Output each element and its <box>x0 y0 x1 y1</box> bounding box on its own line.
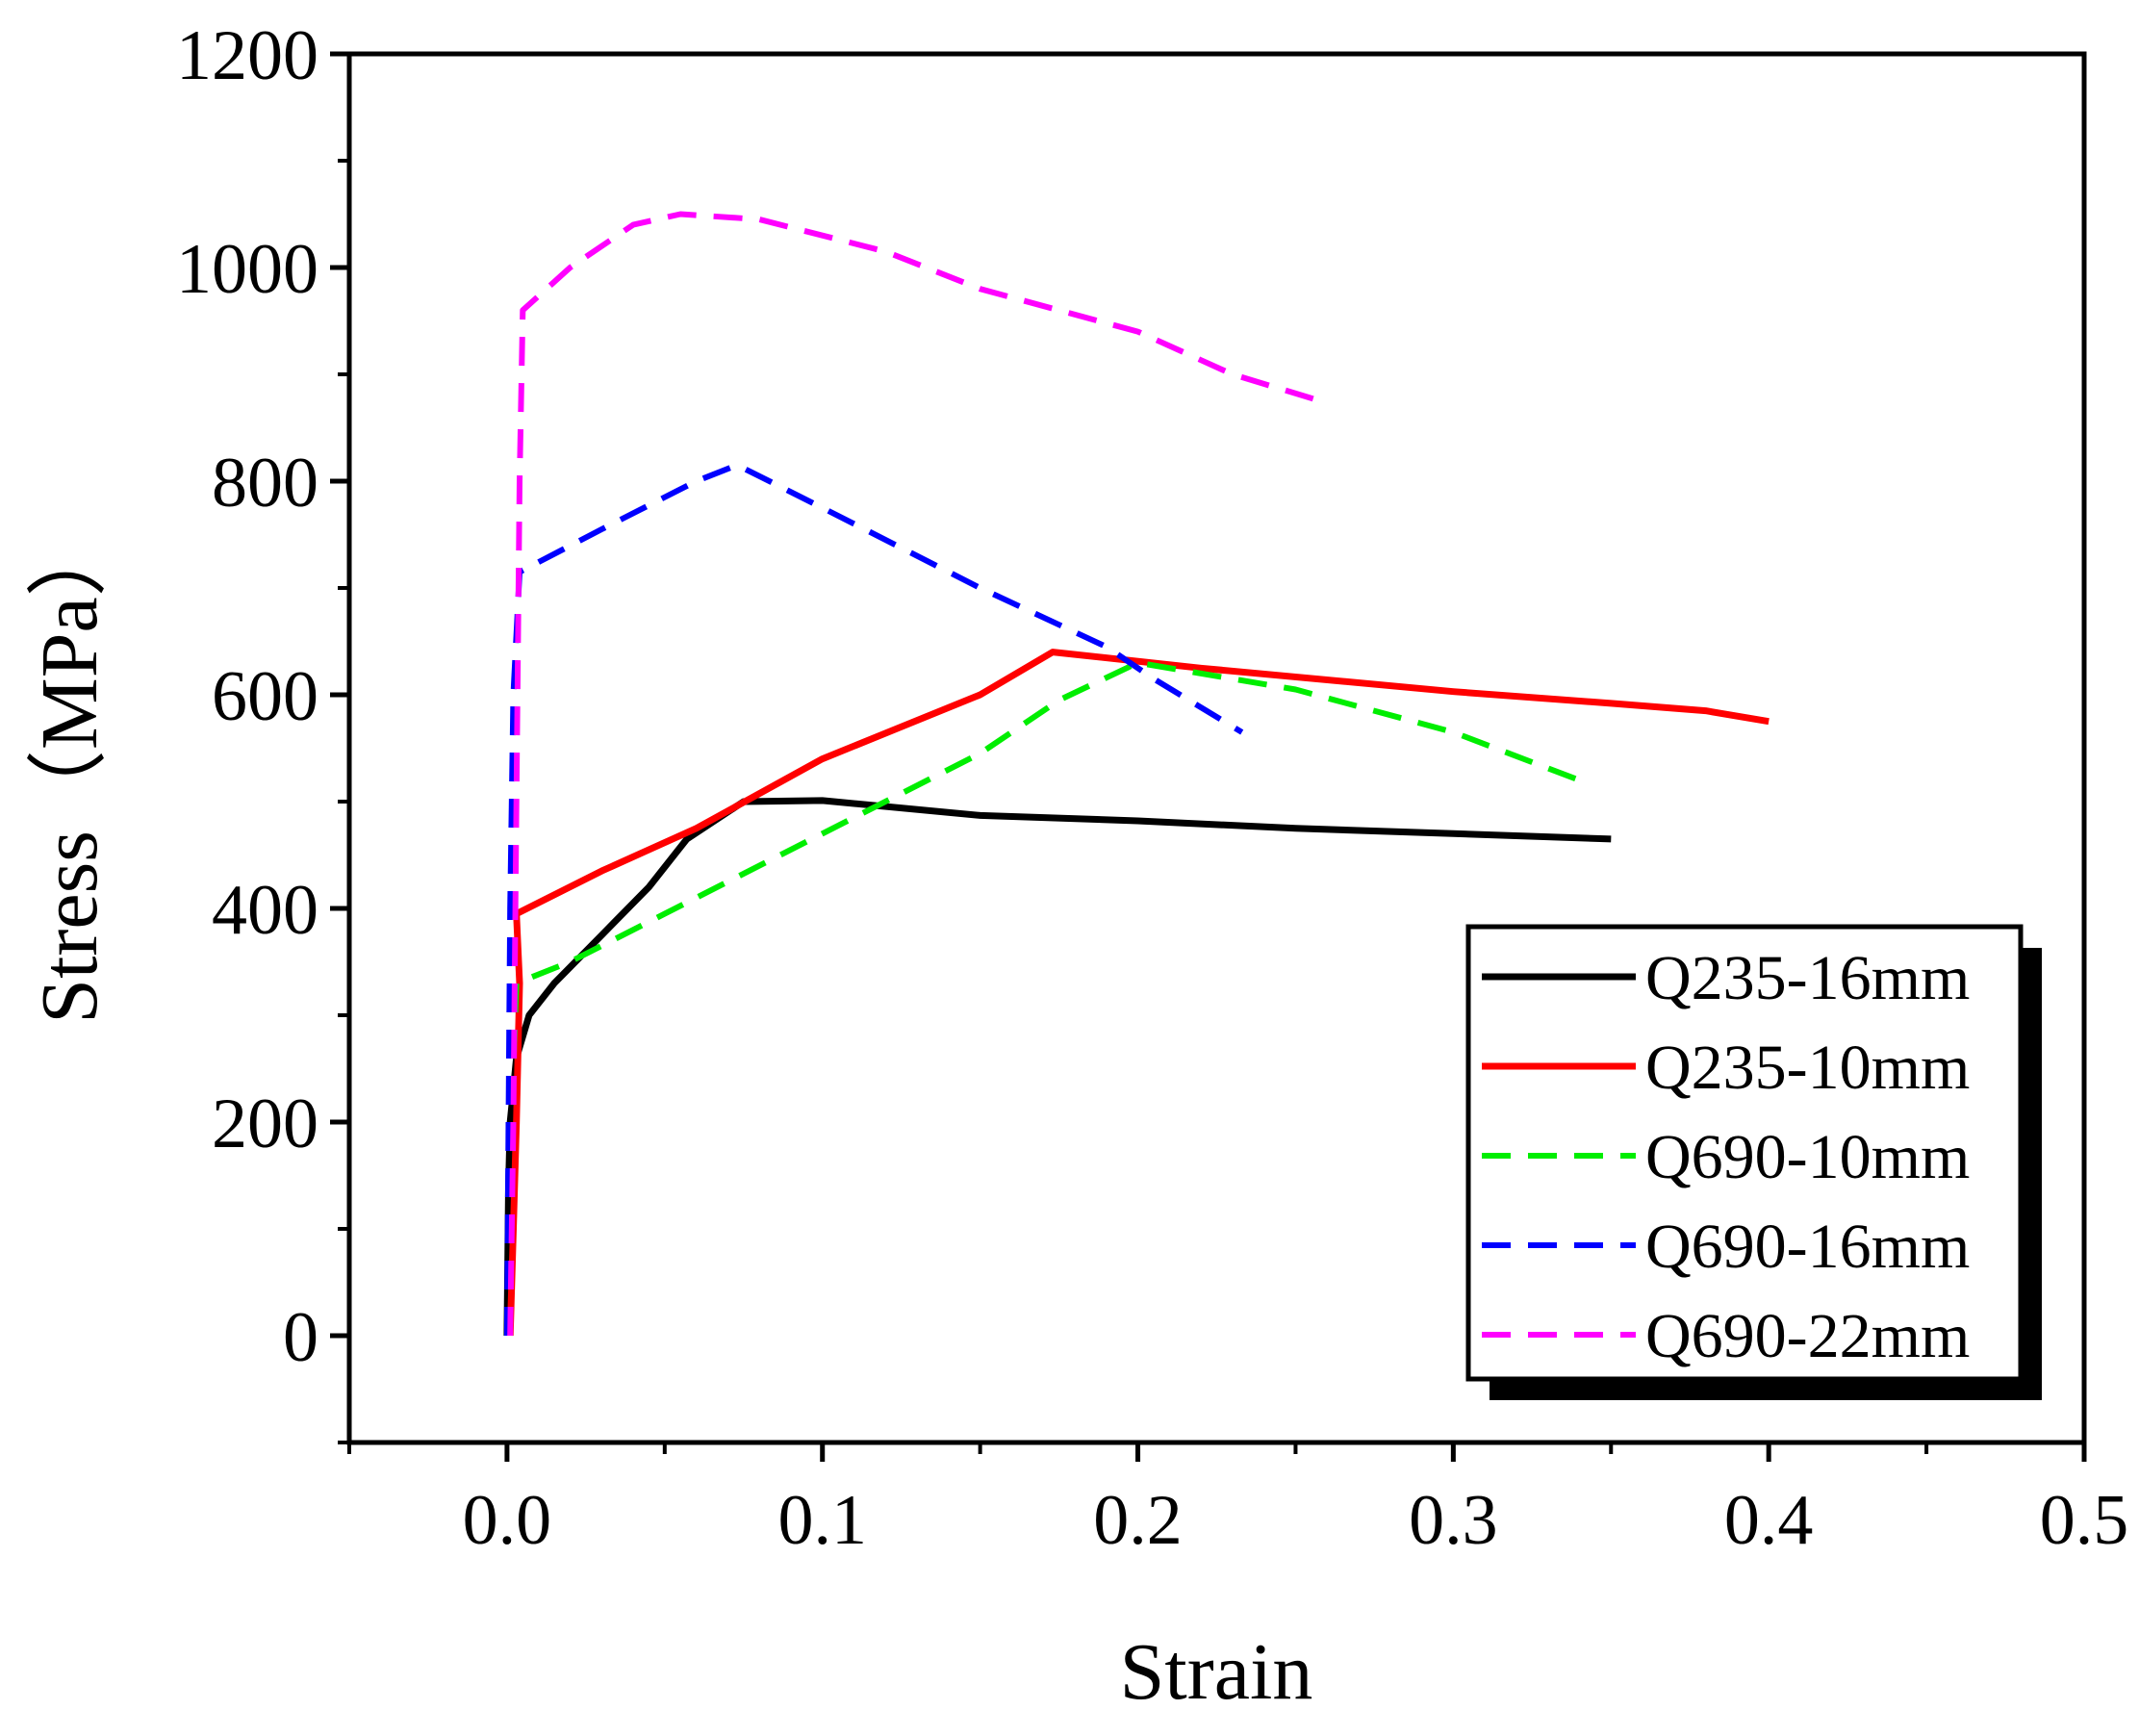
legend: Q235-16mm Q235-10mm Q690-10mm Q690-16mm Q690… <box>1465 924 2042 1400</box>
y-tick-label: 1000 <box>176 230 318 309</box>
y-tick-label: 0 <box>283 1298 318 1377</box>
y-axis-title: Stress（MPa） <box>25 516 115 1023</box>
legend-label: Q690-10mm <box>1645 1122 1970 1192</box>
y-tick-label: 200 <box>212 1085 318 1163</box>
y-tick-label: 400 <box>212 871 318 950</box>
y-tick-label: 1200 <box>176 16 318 95</box>
series-line-q690-16mm <box>503 462 1244 1337</box>
legend-label: Q690-22mm <box>1645 1301 1970 1371</box>
legend-label: Q235-10mm <box>1645 1033 1970 1103</box>
x-tick-label: 0.5 <box>2040 1481 2129 1560</box>
x-tick-label: 0.0 <box>463 1481 552 1560</box>
plot-frame <box>346 51 2087 1445</box>
series-line-q690-22mm <box>507 211 1322 1337</box>
x-tick-label: 0.3 <box>1409 1481 1498 1560</box>
y-tick-label: 600 <box>212 657 318 736</box>
legend-box <box>1465 924 2024 1382</box>
series-line-q235-16mm <box>503 797 1612 1337</box>
x-tick-label: 0.4 <box>1724 1481 1814 1560</box>
x-tick-label: 0.2 <box>1093 1481 1183 1560</box>
series-line-q690-10mm <box>503 659 1581 1337</box>
x-tick-label: 0.1 <box>777 1481 867 1560</box>
legend-label: Q690-16mm <box>1645 1212 1970 1282</box>
y-tick-label: 800 <box>212 444 318 523</box>
x-axis-title: Strain <box>1120 1627 1313 1717</box>
series-line-q235-10mm <box>506 649 1770 1337</box>
legend-label: Q235-16mm <box>1645 943 1970 1013</box>
